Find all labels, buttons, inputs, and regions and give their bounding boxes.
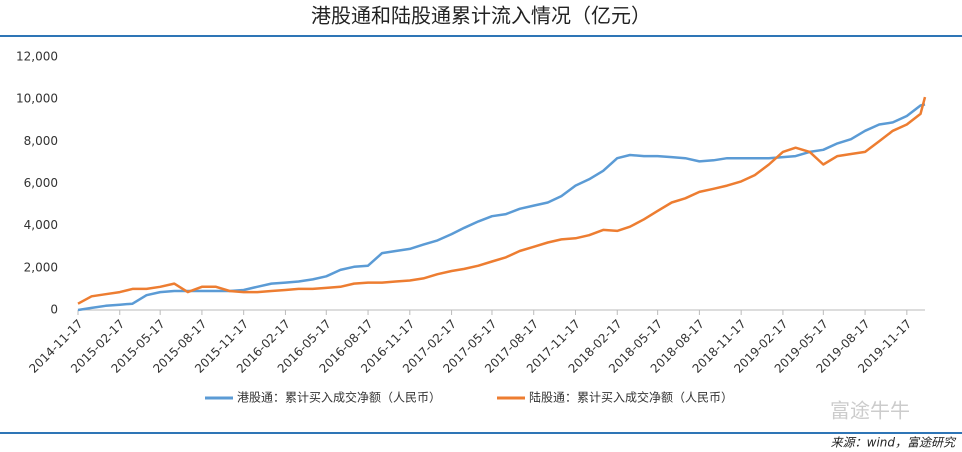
legend-label: 陆股通：累计买入成交净额（人民币） [529,390,733,405]
source: 来源：wind，富途研究 [831,436,957,450]
y-tick-label: 0 [50,303,58,317]
watermark: 富途牛牛 [830,399,910,423]
y-tick-label: 4,000 [24,218,58,232]
y-tick-label: 12,000 [16,50,58,64]
y-tick-label: 6,000 [24,176,58,190]
y-tick-label: 10,000 [16,92,58,106]
y-tick-label: 2,000 [24,260,58,274]
y-tick-label: 8,000 [24,134,58,148]
series-line [77,96,927,305]
series-line [77,103,926,312]
legend-label: 港股通：累计买入成交净额（人民币） [237,390,441,405]
chart-title: 港股通和陆股通累计流入情况（亿元） [311,4,651,28]
